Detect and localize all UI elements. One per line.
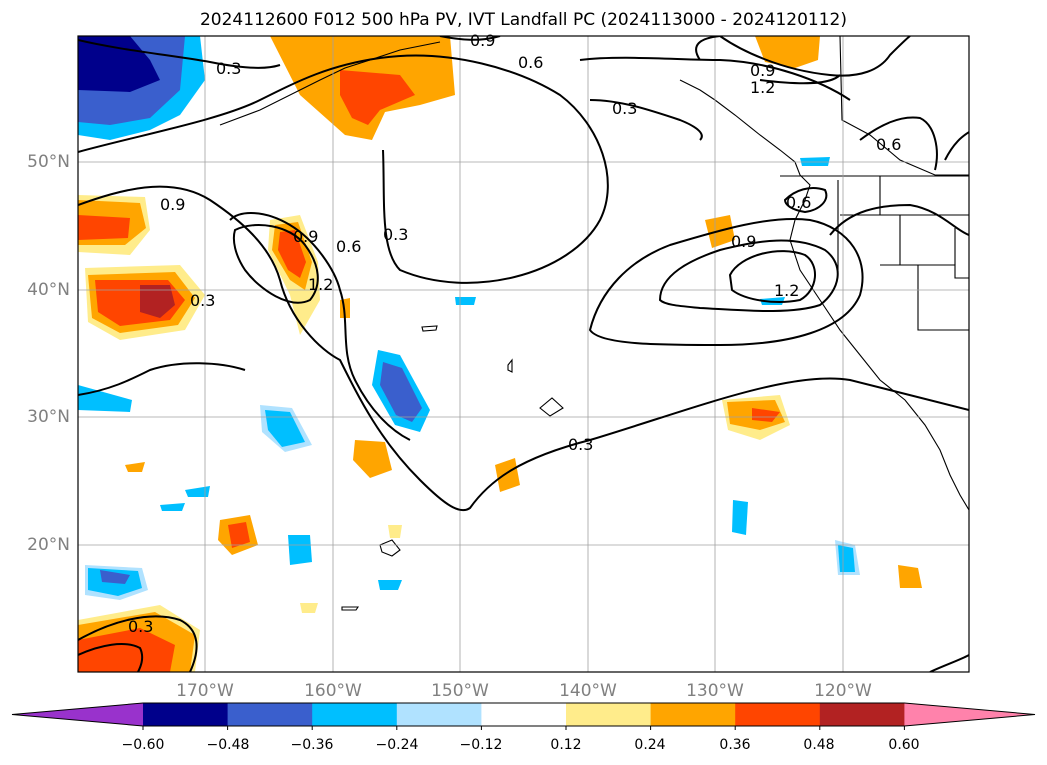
colorbar-segment [819, 703, 905, 726]
contour-label: 1.2 [750, 78, 775, 97]
colorbar-extend-min [12, 703, 143, 726]
pv-neg-region [288, 535, 312, 565]
contour-label: 0.6 [876, 135, 901, 154]
lon-label: 160°W [304, 681, 362, 701]
pv-neg-region [380, 362, 422, 422]
colorbar [11, 702, 1036, 730]
colorbar-segment [227, 703, 313, 726]
pv-neg-region [378, 580, 402, 590]
lon-label: 140°W [559, 681, 617, 701]
pv-neg-region [185, 486, 210, 497]
lon-label: 170°W [176, 681, 234, 701]
pv-neg-region [455, 297, 476, 305]
pv-pos-region [140, 285, 175, 318]
pv-pos-region [755, 36, 820, 68]
colorbar-segment [566, 703, 652, 726]
pv-neg-region [100, 570, 130, 584]
map-title: 2024112600 F012 500 hPa PV, IVT Landfall… [199, 10, 847, 30]
gridlines [78, 36, 969, 672]
contour-label: 0.9 [731, 232, 756, 251]
pv-neg-region [838, 545, 855, 572]
contour-label: 0.3 [568, 435, 593, 454]
pv-shading [78, 36, 922, 672]
pv-pos-region [495, 458, 520, 492]
colorbar-tick-label: −0.48 [206, 737, 250, 753]
pv-pos-region [278, 230, 306, 278]
pv-pos-region [300, 603, 318, 613]
colorbar-segment [312, 703, 398, 726]
pv-pos-region [752, 408, 780, 422]
pv-pos-region [78, 628, 175, 672]
colorbar-segment [143, 703, 229, 726]
colorbar-tick-label: 0.48 [803, 737, 835, 753]
lat-label: 40°N [27, 280, 70, 300]
pv-pos-region [125, 462, 145, 472]
pv-neg-region [265, 410, 305, 447]
lon-label: 130°W [686, 681, 744, 701]
contour-label: 0.6 [518, 53, 543, 72]
contour-label: 0.9 [160, 195, 185, 214]
colorbar-segment [735, 703, 821, 726]
contour-label: 0.6 [336, 237, 361, 256]
lat-label: 30°N [27, 407, 70, 427]
colorbar-tick-label: 0.12 [550, 737, 582, 753]
contour-label: 1.2 [774, 281, 799, 300]
colorbar-segment [650, 703, 736, 726]
pv-pos-region [228, 522, 250, 548]
lon-label: 120°W [814, 681, 872, 701]
pv-pos-region [388, 525, 402, 538]
pv-neg-region [160, 503, 185, 511]
pv-pos-region [78, 215, 130, 240]
colorbar-tick-label: −0.60 [121, 737, 165, 753]
contour-label-group: 0.3 0.6 0.9 1.2 0.9 0.3 0.6 0.9 1.2 0.3 … [128, 31, 901, 636]
lon-label: 150°W [431, 681, 489, 701]
contour-label: 0.3 [190, 291, 215, 310]
colorbar-segment [396, 703, 482, 726]
map-frame [77, 35, 970, 673]
contour-label: 0.9 [470, 31, 495, 50]
contour-label: 0.3 [216, 59, 241, 78]
colorbar-tick-label: −0.12 [459, 737, 503, 753]
pv-neg-region [800, 157, 830, 166]
colorbar-tick-label: −0.36 [290, 737, 334, 753]
lat-label: 50°N [27, 152, 70, 172]
pv-pos-region [353, 440, 392, 478]
lat-label: 20°N [27, 535, 70, 555]
contour-label: 0.6 [786, 193, 811, 212]
pv-pos-region [340, 70, 415, 125]
contour-label: 0.9 [293, 227, 318, 246]
colorbar-tick-label: −0.24 [375, 737, 419, 753]
contour-label: 0.3 [128, 617, 153, 636]
colorbar-tick-label: 0.36 [719, 737, 751, 753]
colorbar-extend-max [904, 703, 1035, 726]
colorbar-segment [481, 703, 567, 726]
pv-neg-region [78, 36, 160, 92]
contour-label: 0.3 [612, 99, 637, 118]
colorbar-tick-label: 0.60 [888, 737, 920, 753]
pv-neg-region [732, 500, 748, 535]
colorbar-tick-label: 0.24 [634, 737, 666, 753]
contour-label: 0.3 [383, 225, 408, 244]
contour-label: 0.9 [750, 61, 775, 80]
ivt-contours [78, 36, 969, 672]
contour-label: 1.2 [308, 275, 333, 294]
pv-pos-region [898, 565, 922, 588]
